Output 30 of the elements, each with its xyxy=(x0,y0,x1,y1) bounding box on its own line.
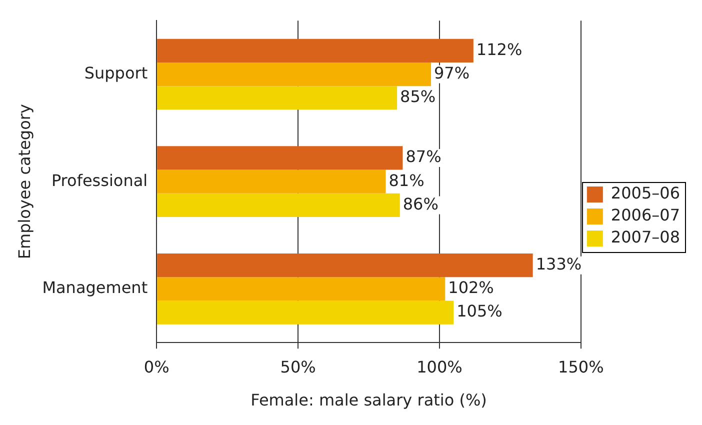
x-tick-label: 0% xyxy=(144,357,170,376)
y-tick-label: Professional xyxy=(51,170,148,190)
legend-label: 2005–06 xyxy=(610,184,680,203)
bar xyxy=(157,62,431,86)
data-label: 133% xyxy=(536,254,582,274)
legend-label: 2006–07 xyxy=(610,206,680,225)
y-tick-label: Support xyxy=(84,63,148,82)
data-label: 87% xyxy=(406,147,442,166)
bar xyxy=(157,38,474,62)
x-tick-label: 100% xyxy=(416,357,462,376)
bar xyxy=(157,277,446,301)
legend-label: 2007–08 xyxy=(610,228,680,247)
bar xyxy=(157,254,533,278)
x-axis-title: Female: male salary ratio (%) xyxy=(250,390,487,410)
data-label: 102% xyxy=(448,278,494,298)
data-label: 112% xyxy=(476,40,522,59)
y-axis-title: Employee category xyxy=(14,104,34,260)
bar xyxy=(157,300,454,324)
x-tick-label: 150% xyxy=(558,357,604,376)
data-label: 86% xyxy=(402,194,438,214)
data-label: 81% xyxy=(388,170,424,190)
x-tick-label: 50% xyxy=(280,357,316,376)
data-label: 85% xyxy=(400,87,436,106)
bar xyxy=(157,146,403,170)
data-label: 97% xyxy=(434,63,470,82)
bar xyxy=(157,170,386,194)
bar xyxy=(157,86,398,110)
y-tick-label: Management xyxy=(42,278,148,298)
bar xyxy=(157,193,400,218)
data-label: 105% xyxy=(456,302,502,321)
